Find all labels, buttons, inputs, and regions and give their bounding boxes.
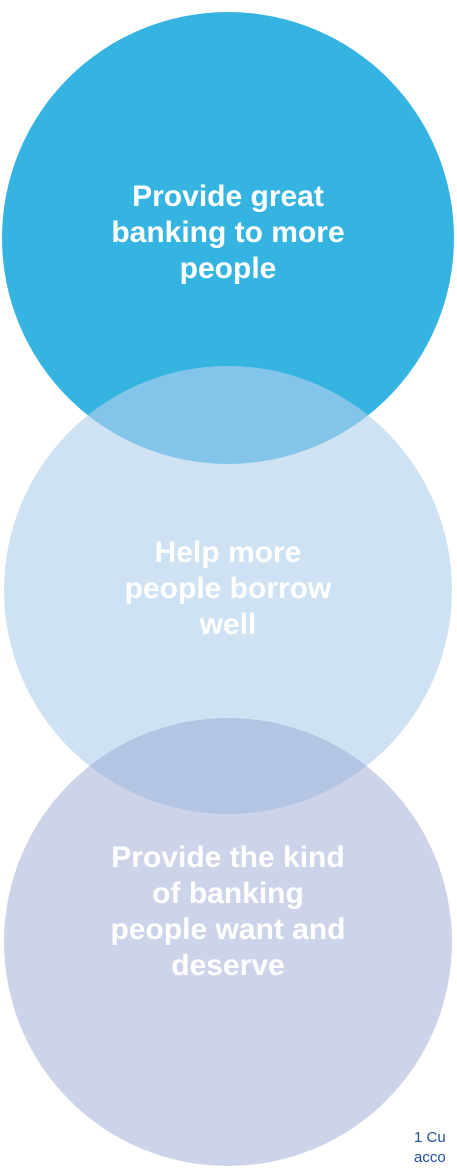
goal-circle-banking-people-want: Provide the kind of banking people want … — [4, 718, 452, 1166]
footnote: 1 Cu acco — [414, 1128, 446, 1168]
footnote-line: acco — [414, 1149, 446, 1166]
footnote-line: 1 Cu — [414, 1129, 446, 1146]
goal-circle-borrow-well: Help more people borrow well — [4, 366, 452, 814]
goal-label: Provide the kind of banking people want … — [110, 841, 346, 982]
goal-label: Provide great banking to more people — [111, 180, 345, 285]
goal-label: Help more people borrow well — [124, 536, 332, 641]
